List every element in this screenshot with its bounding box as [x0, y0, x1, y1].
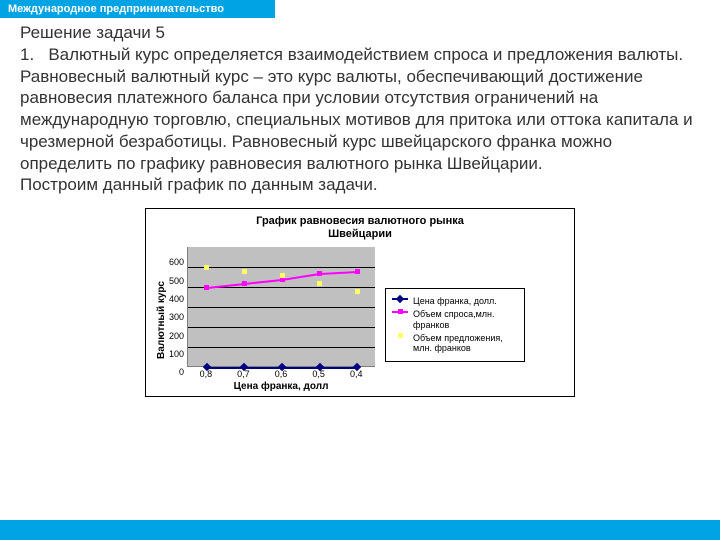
- series-segment: [282, 273, 320, 281]
- y-tick: 500: [169, 276, 184, 286]
- gridline: [188, 307, 375, 308]
- gridline: [188, 327, 375, 328]
- legend-label: Объем спроса,млн. франков: [413, 309, 518, 330]
- chart-box: График равновесия валютного рынка Швейца…: [145, 208, 575, 397]
- series-segment: [244, 367, 282, 369]
- legend-swatch: [392, 335, 408, 337]
- legend-item: Объем предложения, млн. франков: [392, 333, 518, 354]
- legend-item: Объем спроса,млн. франков: [392, 309, 518, 330]
- footer-bar: [0, 520, 720, 540]
- legend-swatch: [392, 298, 408, 300]
- series-marker: [317, 271, 322, 276]
- x-tick: 0,5: [300, 369, 338, 379]
- series-marker: [242, 269, 247, 274]
- y-tick: 300: [169, 312, 184, 322]
- legend-label: Объем предложения, млн. франков: [413, 333, 518, 354]
- series-segment: [320, 271, 358, 275]
- page-header: Международное предпринимательство: [0, 0, 275, 18]
- y-ticks: 600 500 400 300 200 100 0: [169, 257, 187, 377]
- chart-title-l1: График равновесия валютного рынка: [256, 215, 464, 227]
- x-axis-label: Цена франка, долл: [187, 379, 375, 392]
- heading: Решение задачи 5: [20, 22, 700, 44]
- legend-item: Цена франка, долл.: [392, 296, 518, 306]
- paragraph-2: Построим данный график по данным задачи.: [20, 174, 700, 196]
- chart-title-l2: Швейцарии: [328, 228, 392, 240]
- chart-title: График равновесия валютного рынка Швейца…: [154, 215, 566, 241]
- y-tick: 400: [169, 294, 184, 304]
- series-marker: [355, 289, 360, 294]
- body-text: Решение задачи 5 1. Валютный курс опреде…: [0, 18, 720, 204]
- series-segment: [282, 367, 320, 369]
- legend: Цена франка, долл. Объем спроса,млн. фран…: [385, 288, 525, 362]
- chart-container: График равновесия валютного рынка Швейца…: [0, 204, 720, 397]
- y-tick: 100: [169, 349, 184, 359]
- series-marker: [242, 281, 247, 286]
- series-segment: [207, 367, 245, 369]
- series-marker: [280, 273, 285, 278]
- y-tick: 0: [179, 367, 184, 377]
- series-segment: [244, 279, 282, 285]
- series-segment: [320, 367, 358, 369]
- header-title: Международное предпринимательство: [8, 3, 224, 15]
- gridline: [188, 267, 375, 268]
- paragraph-1: 1. Валютный курс определяется взаимодейс…: [20, 44, 700, 175]
- plot-area: [187, 247, 375, 367]
- gridline: [188, 347, 375, 348]
- y-tick: 200: [169, 331, 184, 341]
- series-marker: [204, 285, 209, 290]
- y-axis-label: Валютный курс: [154, 281, 169, 359]
- series-marker: [204, 265, 209, 270]
- series-marker: [355, 269, 360, 274]
- series-marker: [317, 281, 322, 286]
- series-segment: [207, 283, 245, 289]
- y-tick: 600: [169, 257, 184, 267]
- legend-label: Цена франка, долл.: [413, 296, 497, 306]
- legend-swatch: [392, 311, 408, 313]
